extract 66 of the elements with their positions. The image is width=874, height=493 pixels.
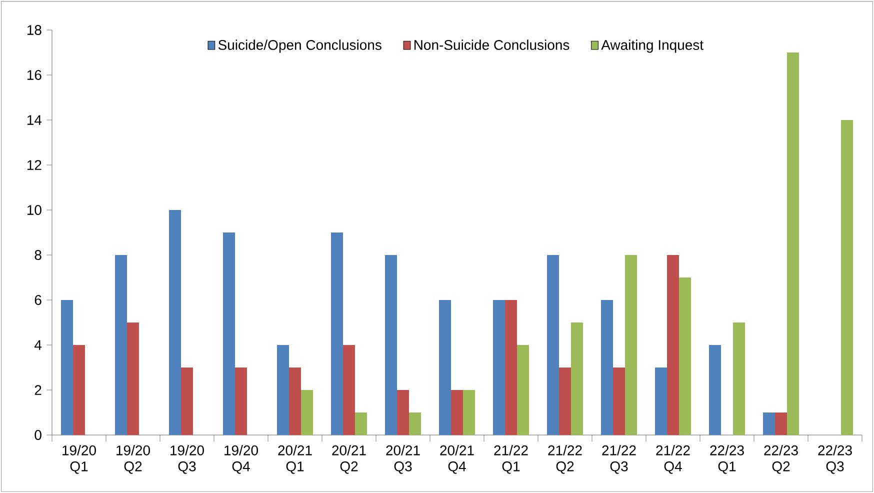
x-tick-label: 19/20 Q2: [116, 445, 150, 474]
bar: [223, 232, 236, 435]
x-tick-label: 22/23 Q3: [818, 445, 852, 474]
x-tick-label: 20/21 Q2: [332, 445, 366, 474]
y-tick-label: 18: [27, 25, 42, 35]
bar: [169, 210, 181, 435]
bar: [301, 390, 314, 435]
bar: [397, 390, 410, 435]
x-tick-label: 21/22 Q4: [656, 445, 690, 474]
y-tick-label: 10: [27, 205, 42, 215]
bar: [331, 232, 343, 435]
legend-label: Non-Suicide Conclusions: [414, 40, 570, 50]
bar: [709, 345, 722, 435]
x-tick-label: 21/22 Q3: [602, 445, 636, 474]
y-tick-label: 4: [34, 340, 42, 350]
bar: [547, 255, 560, 435]
bar: [667, 255, 680, 435]
bar: [463, 390, 476, 435]
x-tick-label: 20/21 Q3: [386, 445, 420, 474]
y-tick-label: 16: [27, 70, 42, 80]
bar: [601, 300, 614, 435]
bar: [787, 52, 800, 435]
bar: [355, 412, 367, 435]
y-tick-label: 6: [34, 295, 42, 305]
bar: [73, 345, 85, 435]
bar: [235, 367, 247, 435]
bar: [841, 120, 854, 435]
bar: [385, 255, 398, 435]
bar: [343, 345, 356, 435]
bar: [613, 367, 626, 435]
bar: [181, 367, 194, 435]
bar: [733, 322, 746, 435]
bar: [127, 322, 139, 435]
bar: [277, 345, 290, 435]
legend-label: Awaiting Inquest: [601, 40, 704, 53]
bar: [409, 412, 422, 435]
bar: [115, 255, 127, 435]
x-tick-label: 22/23 Q1: [710, 445, 744, 474]
bar: [655, 367, 668, 435]
bar: [505, 300, 518, 435]
bar: [559, 367, 572, 435]
x-tick-label: 19/20 Q1: [62, 445, 96, 474]
y-tick-label: 2: [34, 385, 42, 395]
bar: [571, 322, 584, 435]
y-tick-label: 14: [27, 115, 42, 125]
y-tick-label: 12: [27, 160, 42, 170]
x-tick-label: 19/20 Q3: [170, 445, 204, 474]
bar: [763, 412, 776, 435]
bar: [517, 345, 530, 435]
legend-label: Suicide/Open Conclusions: [218, 40, 382, 53]
bar: [61, 300, 74, 435]
x-tick-label: 20/21 Q1: [278, 445, 312, 474]
x-tick-label: 20/21 Q4: [440, 445, 474, 474]
bar: [439, 300, 452, 435]
bar: [679, 278, 692, 435]
bar: [289, 367, 301, 435]
bar: [775, 412, 788, 435]
y-tick-label: 8: [34, 250, 42, 260]
x-tick-label: 21/22 Q1: [494, 445, 528, 474]
bar: [493, 300, 506, 435]
y-tick-label: 0: [34, 430, 42, 440]
x-tick-label: 21/22 Q2: [548, 445, 582, 474]
bar: [451, 390, 464, 435]
x-tick-label: 19/20 Q4: [224, 445, 258, 474]
bar: [625, 255, 638, 435]
x-tick-label: 22/23 Q2: [764, 445, 798, 474]
